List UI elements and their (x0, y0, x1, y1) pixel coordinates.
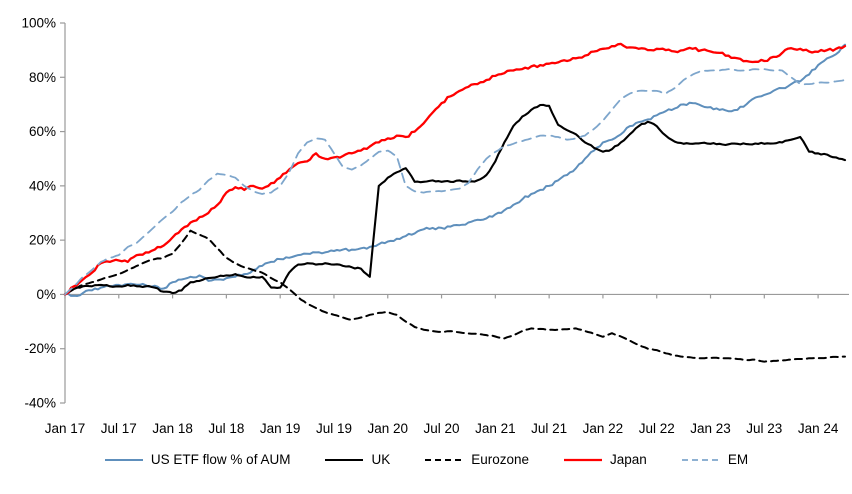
legend-item-us-etf-flow-of-aum: US ETF flow % of AUM (104, 452, 291, 467)
x-tick-label: Jul 22 (639, 421, 675, 436)
y-tick-label: 80% (29, 70, 56, 85)
y-tick-label: 100% (21, 16, 56, 31)
chart-series-lines (63, 42, 847, 363)
x-tick-label: Jan 17 (45, 421, 86, 436)
x-tick-label: Jan 21 (475, 421, 516, 436)
chart-plot-area: 100% 80% 60% 40% 20% 0% -20% -40% Jan 17 Jul 17 Ja… (21, 16, 849, 437)
legend-label: EM (727, 452, 749, 467)
y-tick-label: 20% (29, 233, 56, 248)
series-line-japan (63, 42, 847, 296)
x-tick-label: Jul 18 (208, 421, 244, 436)
x-tick-label: Jul 20 (424, 421, 460, 436)
series-line-eurozone (64, 229, 846, 363)
legend-item-uk: UK (324, 452, 390, 467)
y-tick-label: -20% (24, 341, 56, 356)
legend-item-em: EM (681, 452, 748, 467)
legend-line-sample (564, 458, 603, 461)
x-tick-label: Jul 23 (746, 421, 782, 436)
y-tick-label: 60% (29, 124, 56, 139)
legend-label: US ETF flow % of AUM (150, 452, 291, 467)
legend-label: Eurozone (471, 452, 530, 467)
y-tick-label: -40% (24, 396, 56, 411)
x-tick-label: Jan 18 (152, 421, 193, 436)
x-tick-label: Jan 20 (367, 421, 408, 436)
series-line-em (64, 68, 846, 296)
chart-axes (60, 22, 849, 404)
x-tick-label: Jul 17 (101, 421, 137, 436)
series-line-us-etf-flow-of-aum (64, 43, 846, 297)
legend-line-sample (104, 458, 143, 461)
x-tick-label: Jan 19 (260, 421, 301, 436)
legend-line-sample (425, 458, 464, 461)
x-tick-label: Jul 19 (316, 421, 352, 436)
x-tick-label: Jan 23 (690, 421, 731, 436)
series-line-uk (63, 103, 847, 296)
legend-item-japan: Japan (563, 452, 647, 467)
x-tick-label: Jan 22 (583, 421, 624, 436)
x-tick-label: Jul 21 (531, 421, 567, 436)
y-tick-label: 40% (29, 178, 56, 193)
legend-line-sample (325, 458, 364, 461)
chart-legend: US ETF flow % of AUM UK Eurozone Japan EM (0, 452, 852, 467)
legend-line-sample (681, 458, 720, 461)
legend-label: UK (371, 452, 391, 467)
legend-item-eurozone: Eurozone (424, 452, 529, 467)
y-tick-label: 0% (36, 287, 56, 302)
legend-label: Japan (610, 452, 647, 467)
chart-axis-labels: 100% 80% 60% 40% 20% 0% -20% -40% Jan 17 Jul 17 Ja… (21, 16, 838, 437)
x-tick-label: Jan 24 (798, 421, 839, 436)
